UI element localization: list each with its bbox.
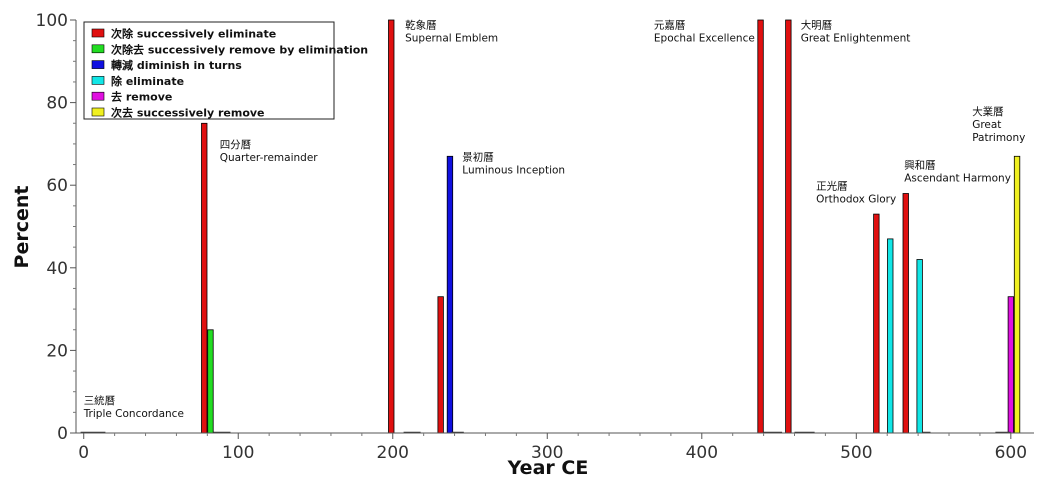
bar — [446, 155, 454, 434]
legend-swatch — [91, 107, 105, 117]
legend-swatch — [91, 60, 105, 69]
bar — [757, 19, 764, 434]
annotation-text: 景初曆 — [462, 150, 494, 163]
annotation-text: 正光曆 — [816, 179, 848, 192]
annotation-text: 興和曆 — [904, 160, 936, 172]
annotation-text: 四分曆 — [220, 139, 252, 151]
bar — [902, 193, 909, 434]
x-tick-label: 0 — [78, 443, 89, 463]
bar — [388, 19, 395, 434]
bar — [887, 238, 894, 434]
y-axis-title: Percent — [11, 186, 33, 269]
annotation-text: 大明曆 — [801, 18, 833, 31]
annotation-text: Supernal Emblem — [405, 32, 498, 44]
y-tick-label: 0 — [57, 424, 68, 444]
legend-swatch — [91, 91, 105, 101]
annotation-text: Patrimony — [972, 132, 1025, 144]
y-tick-label: 100 — [36, 11, 68, 31]
x-tick-label: 400 — [686, 443, 718, 463]
annotation-text: 大業曆 — [972, 105, 1004, 118]
annotation-text: Luminous Inception — [462, 164, 565, 176]
annotation-text: Great Enlightenment — [801, 32, 911, 44]
bar — [1007, 296, 1014, 434]
bars-layer — [201, 19, 1021, 434]
legend-box — [83, 21, 335, 120]
annotation-text: Great — [972, 119, 1001, 131]
legend-label: 次去 successively remove — [111, 106, 265, 120]
annotation-text: Triple Concordance — [83, 408, 184, 420]
legend-swatch — [91, 44, 105, 54]
x-tick-label: 300 — [531, 443, 563, 463]
legend-label: 去 remove — [111, 90, 172, 104]
bar — [916, 259, 923, 434]
bar — [785, 19, 792, 434]
legend-swatch — [91, 28, 105, 38]
annotation-text: 乾象曆 — [405, 18, 437, 31]
annotation-text: Ascendant Harmony — [904, 173, 1011, 185]
legend-label: 次除 successively eliminate — [111, 27, 276, 41]
y-tick-label: 40 — [46, 259, 68, 279]
bar — [201, 122, 208, 434]
legend-label: 除 eliminate — [111, 74, 184, 88]
bar — [873, 213, 880, 434]
x-tick-label: 500 — [840, 443, 872, 463]
bar — [437, 296, 444, 434]
x-tick-label: 200 — [377, 443, 409, 463]
y-tick-label: 80 — [46, 94, 68, 114]
annotation-text: Quarter-remainder — [220, 152, 319, 164]
annotation-text: 三統曆 — [84, 394, 116, 407]
bar — [1013, 155, 1021, 434]
annotation-text: Orthodox Glory — [816, 193, 896, 205]
annotation-text: Epochal Excellence — [654, 32, 755, 44]
annotation-text: 元嘉曆 — [654, 18, 686, 31]
y-tick-label: 60 — [46, 176, 68, 196]
y-tick-label: 20 — [46, 341, 68, 361]
x-tick-label: 600 — [995, 443, 1027, 463]
legend-label: 次除去 successively remove by elimination — [111, 42, 368, 56]
legend-swatch — [91, 76, 105, 85]
bar — [207, 329, 214, 434]
legend-label: 轉減 diminish in turns — [111, 58, 242, 72]
x-axis-title: Year CE — [507, 457, 589, 477]
axes-layer: 0 20 40 60 80 100 0 100 200 300 400 500 600 — [36, 11, 1034, 463]
x-tick-label: 100 — [222, 443, 254, 463]
